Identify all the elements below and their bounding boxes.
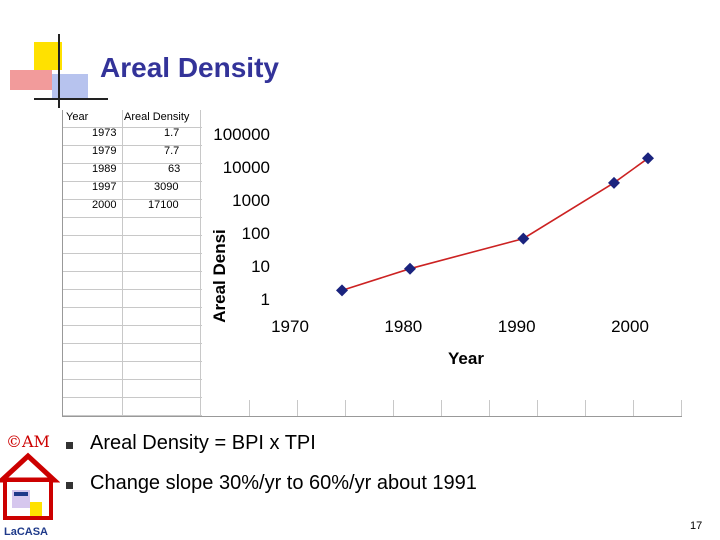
table-cell-year: 1979: [92, 145, 117, 157]
table-cell-density: 17100: [148, 199, 179, 211]
table-header-density: Areal Density: [124, 111, 190, 123]
bullet-marker: [66, 482, 73, 489]
series-line: [341, 157, 649, 292]
table-cell-year: 1997: [92, 181, 117, 193]
y-tick-label: 1: [261, 290, 270, 309]
table-cell-density: 3090: [154, 181, 179, 193]
logo-am-text: ©AM: [6, 432, 50, 451]
table-cell-density: 7.7: [164, 145, 180, 157]
x-tick-label: 1990: [498, 317, 536, 336]
sheet-column-divider: [122, 110, 123, 416]
deco-line-vertical: [58, 34, 60, 108]
data-point-marker: [608, 176, 620, 189]
data-point-marker: [404, 262, 416, 275]
y-tick-label: 10: [251, 257, 270, 276]
x-tick-label: 2000: [611, 317, 649, 336]
data-point-marker: [336, 284, 348, 297]
deco-square-red: [10, 70, 52, 90]
areal-density-chart: 1 10 100 1000 10000 100000 1970 1980 1990 2000 A…: [210, 125, 654, 368]
sheet-lower-grid: [202, 400, 682, 416]
sheet-grid: [62, 110, 202, 416]
table-cell-year: 2000: [92, 199, 117, 211]
x-axis-label: Year: [448, 349, 484, 368]
y-tick-label: 100: [242, 224, 270, 243]
sheet-bottom-line: [62, 416, 682, 417]
bullet-marker: [66, 442, 73, 449]
y-axis-label: Areal Densi: [210, 229, 229, 323]
page-number: 17: [690, 520, 703, 532]
sheet-right-border: [200, 110, 201, 416]
x-tick-label: 1970: [271, 317, 309, 336]
lacasa-logo-icon: [0, 452, 60, 520]
bullet-text: Areal Density = BPI x TPI: [90, 432, 316, 454]
bullet-text: Change slope 30%/yr to 60%/yr about 1991: [90, 472, 477, 494]
table-cell-year: 1989: [92, 163, 117, 175]
x-tick-label: 1980: [384, 317, 422, 336]
y-tick-label: 1000: [232, 191, 270, 210]
data-point-marker: [642, 152, 654, 165]
table-header-year: Year: [66, 111, 89, 123]
logo-lacasa-text: LaCASA: [4, 526, 49, 538]
deco-line-horizontal: [34, 98, 108, 100]
table-cell-year: 1973: [92, 127, 117, 139]
y-tick-label: 10000: [223, 158, 270, 177]
data-point-marker: [517, 232, 530, 245]
y-tick-label: 100000: [213, 125, 270, 144]
table-cell-density: 63: [168, 163, 181, 175]
table-cell-density: 1.7: [164, 127, 180, 139]
slide-title: Areal Density: [100, 52, 279, 83]
sheet-border: [62, 110, 203, 416]
deco-square-yellow: [34, 42, 62, 70]
